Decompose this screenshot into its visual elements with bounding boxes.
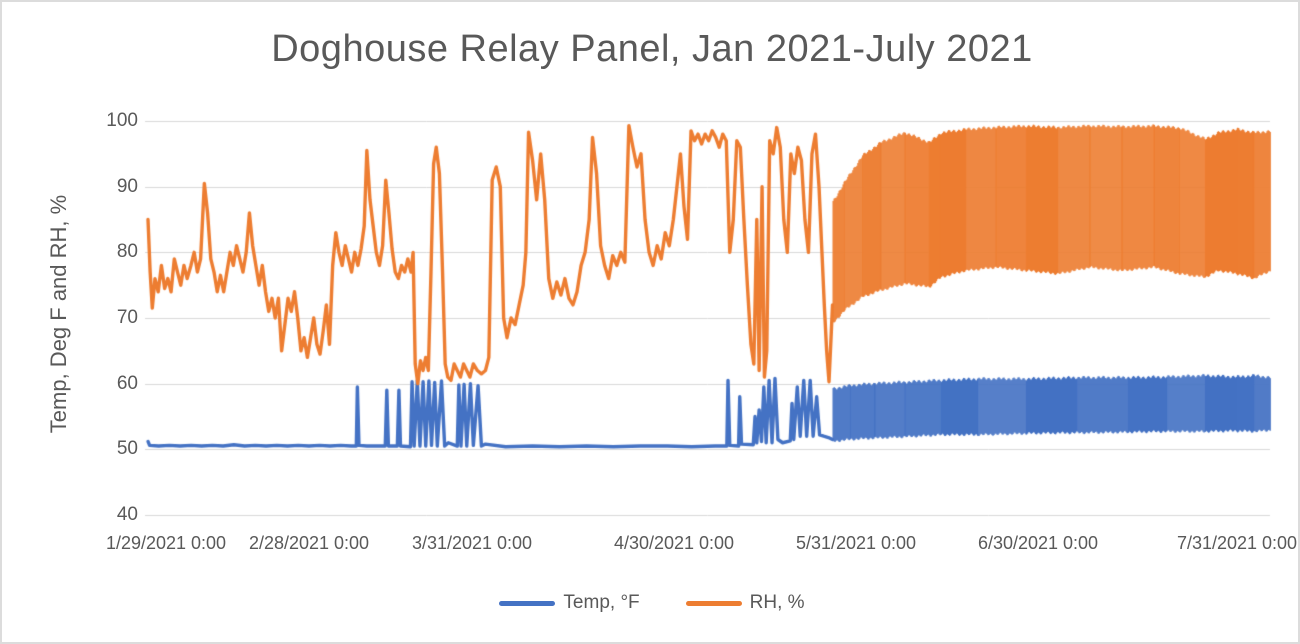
- x-tick-label: 7/31/2021 0:00: [1176, 533, 1298, 553]
- legend-item-rh: RH, %: [685, 592, 805, 614]
- chart-title: Doghouse Relay Panel, Jan 2021-July 2021: [271, 28, 1033, 70]
- y-axis-title: Temp, Deg F and RH, %: [46, 194, 71, 434]
- y-tick-label: 100: [106, 110, 138, 131]
- y-tick-label: 70: [116, 307, 138, 328]
- x-tick-label: 5/31/2021 0:00: [795, 533, 917, 553]
- x-tick-label: 1/29/2021 0:00: [105, 533, 227, 553]
- legend: Temp, °F RH, %: [2, 590, 1298, 616]
- x-tick-label: 6/30/2021 0:00: [977, 533, 1099, 553]
- legend-item-temp: Temp, °F: [499, 592, 640, 614]
- legend-label-rh: RH, %: [749, 592, 805, 613]
- x-tick-label: 3/31/2021 0:00: [411, 533, 533, 553]
- y-tick-label: 40: [116, 504, 138, 525]
- x-tick-label: 2/28/2021 0:00: [248, 533, 370, 553]
- y-tick-label: 90: [116, 175, 138, 197]
- y-tick-label: 80: [116, 241, 138, 263]
- y-tick-label: 60: [116, 372, 138, 394]
- legend-label-temp: Temp, °F: [563, 592, 640, 613]
- x-tick-label: 4/30/2021 0:00: [613, 533, 735, 553]
- temp-series-line-marker-icon: [499, 600, 556, 606]
- y-tick-label: 50: [116, 438, 138, 460]
- rh-series-line-marker-icon: [685, 600, 742, 606]
